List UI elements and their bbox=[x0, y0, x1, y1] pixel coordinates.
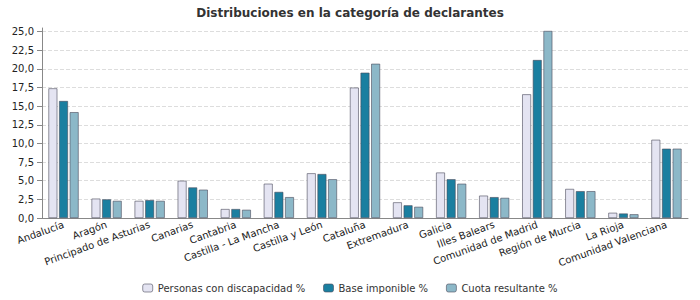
svg-text:Cataluña: Cataluña bbox=[321, 218, 367, 245]
svg-text:Galicia: Galicia bbox=[417, 218, 453, 241]
svg-text:Región de Murcia: Región de Murcia bbox=[497, 218, 583, 259]
svg-text:Andalucía: Andalucía bbox=[15, 219, 65, 246]
svg-text:Illes Balears: Illes Balears bbox=[435, 218, 497, 250]
svg-text:Personas con discapacidad %: Personas con discapacidad % bbox=[158, 283, 305, 294]
svg-text:12,5: 12,5 bbox=[12, 119, 34, 130]
svg-text:0,0: 0,0 bbox=[18, 213, 34, 224]
svg-text:7,5: 7,5 bbox=[18, 157, 34, 168]
svg-text:Castilla y León: Castilla y León bbox=[251, 219, 323, 254]
svg-text:Cuota resultante %: Cuota resultante % bbox=[461, 283, 557, 294]
svg-text:Principado de Asturias: Principado de Asturias bbox=[43, 219, 152, 268]
svg-text:Comunidad Valenciana: Comunidad Valenciana bbox=[557, 219, 668, 269]
svg-text:10,0: 10,0 bbox=[12, 138, 34, 149]
svg-text:5,0: 5,0 bbox=[18, 175, 34, 186]
svg-text:Comunidad de Madrid: Comunidad de Madrid bbox=[431, 218, 540, 267]
svg-text:Base imponible %: Base imponible % bbox=[339, 283, 429, 294]
svg-text:Castilla - La Mancha: Castilla - La Mancha bbox=[182, 218, 281, 264]
svg-text:20,0: 20,0 bbox=[12, 63, 34, 74]
svg-text:25,0: 25,0 bbox=[12, 26, 34, 37]
svg-text:Cantabria: Cantabria bbox=[188, 218, 238, 246]
svg-text:Canarias: Canarias bbox=[150, 219, 195, 244]
svg-text:La Rioja: La Rioja bbox=[584, 218, 626, 243]
svg-text:15,0: 15,0 bbox=[12, 101, 34, 112]
svg-text:17,5: 17,5 bbox=[12, 82, 34, 93]
svg-text:Aragón: Aragón bbox=[71, 218, 109, 242]
svg-text:Extremadura: Extremadura bbox=[345, 219, 410, 252]
svg-text:2,5: 2,5 bbox=[18, 194, 34, 205]
svg-text:22,5: 22,5 bbox=[12, 45, 34, 56]
svg-text:Distribuciones en la categoría: Distribuciones en la categoría de declar… bbox=[196, 6, 504, 20]
